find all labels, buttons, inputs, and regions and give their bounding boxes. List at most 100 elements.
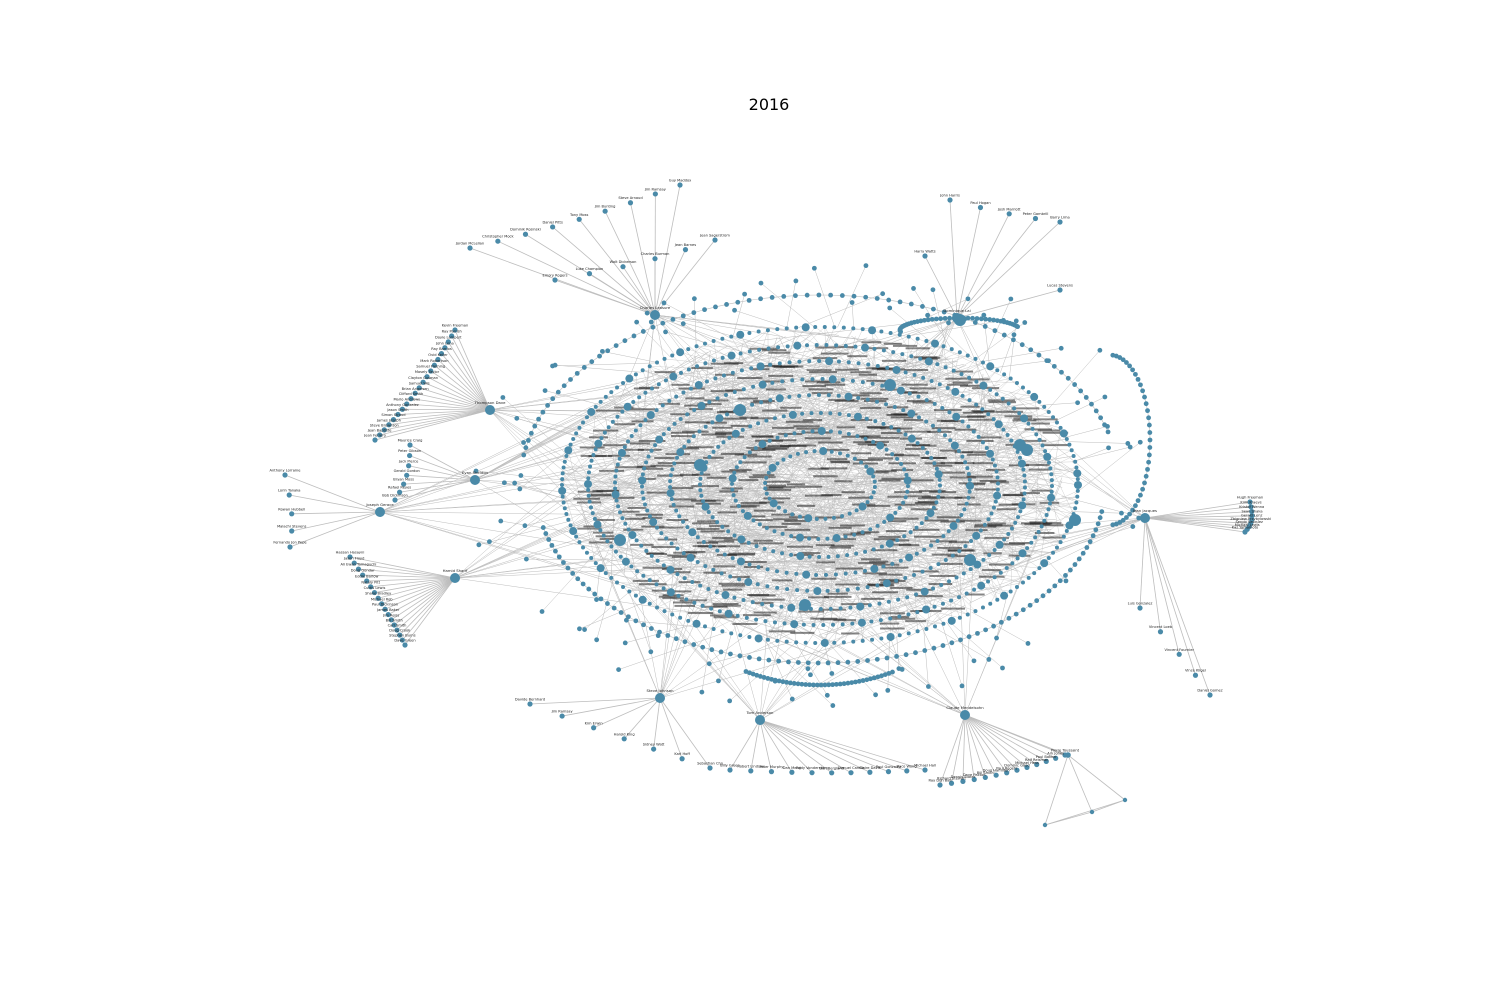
periphery-edge <box>979 348 1062 363</box>
periphery-node <box>1022 320 1028 325</box>
core-node <box>885 539 894 548</box>
outer-ring-c-node <box>776 678 782 684</box>
core-node <box>937 382 942 387</box>
node-label: Maurice Craig <box>398 439 423 443</box>
right-arc-node <box>1120 357 1126 363</box>
core-node <box>758 380 767 389</box>
outer-ring-a-node <box>1076 556 1082 562</box>
core-node <box>640 490 645 495</box>
core-label-mark <box>869 560 889 563</box>
node-label: James Baker <box>376 608 400 612</box>
core-label-mark <box>762 447 788 450</box>
core-node <box>877 601 882 606</box>
outer-ring-a-node <box>618 610 624 615</box>
core-label-mark <box>639 583 667 586</box>
core-label-mark <box>762 525 788 528</box>
core-node <box>686 347 691 352</box>
outer-ring-b-node <box>992 328 998 334</box>
core-node <box>986 412 991 417</box>
periphery-node <box>476 542 482 548</box>
core-node <box>768 463 777 472</box>
core-label-mark <box>751 435 774 438</box>
core-label-mark <box>1042 524 1064 527</box>
core-node <box>676 348 685 357</box>
core-node <box>769 603 774 608</box>
core-node <box>747 562 752 567</box>
core-edge <box>680 348 769 420</box>
periphery-edge <box>701 628 713 693</box>
core-label-mark <box>864 347 889 350</box>
node-label: Guy Maddox <box>669 179 692 183</box>
core-node <box>826 554 831 559</box>
periphery-node <box>772 678 778 684</box>
core-node <box>661 586 666 591</box>
outer-ring-b-node <box>839 293 845 298</box>
core-node <box>924 357 933 366</box>
core-label-mark <box>687 612 714 615</box>
core-node <box>592 516 597 521</box>
core-label-mark <box>877 368 905 371</box>
periphery-node <box>521 440 526 445</box>
core-node <box>931 586 936 591</box>
leaf-node <box>591 725 597 731</box>
core-node <box>972 531 981 540</box>
core-label-mark <box>681 430 709 433</box>
core-label-mark <box>987 399 1016 402</box>
outer-ring-c-node <box>830 682 836 688</box>
core-node <box>978 528 983 533</box>
core-node <box>586 487 591 492</box>
cluster-edge <box>1144 517 1161 632</box>
core-node <box>794 571 799 576</box>
periphery-edge <box>905 320 1004 337</box>
core-label-mark <box>737 397 758 400</box>
outer-ring-a-node <box>922 648 928 653</box>
core-label-mark <box>918 490 946 493</box>
periphery-edge <box>1072 447 1109 463</box>
core-node <box>843 343 848 348</box>
core-edge <box>706 381 767 421</box>
core-node <box>937 428 942 433</box>
core-node <box>771 549 776 554</box>
outer-ring-a-node <box>1095 521 1101 527</box>
core-node <box>1017 411 1022 416</box>
outer-ring-c-node <box>761 675 767 680</box>
leaf-node <box>1043 758 1049 765</box>
core-edge <box>717 521 884 567</box>
leaf-node <box>620 264 626 270</box>
core-node <box>698 488 703 493</box>
core-label-mark <box>704 399 729 402</box>
core-node <box>755 582 760 587</box>
core-label-mark <box>947 555 969 558</box>
core-node <box>588 505 593 510</box>
core-label-mark <box>905 447 927 450</box>
core-label-mark <box>921 496 945 499</box>
core-node <box>977 581 986 590</box>
outer-ring-b-node <box>982 324 988 329</box>
core-node <box>675 572 680 577</box>
leaf-node <box>399 406 405 412</box>
core-label-mark <box>1021 439 1047 442</box>
core-node <box>780 531 785 536</box>
core-label-mark <box>779 444 807 447</box>
core-label-mark <box>804 431 832 434</box>
core-node <box>865 585 870 590</box>
outer-ring-c-node <box>799 681 805 687</box>
core-label-mark <box>700 605 728 608</box>
core-label-mark <box>889 427 913 430</box>
node-label: Bob Dickinson <box>382 494 408 498</box>
core-label-mark <box>824 383 846 386</box>
core-edge <box>628 423 759 530</box>
cluster-edge <box>956 218 1036 319</box>
leaf-node <box>1014 767 1020 773</box>
leaf-node <box>789 769 795 775</box>
core-node <box>897 505 902 510</box>
periphery-edge <box>541 556 593 612</box>
core-node <box>643 418 648 423</box>
node-label: Vincent Fournier <box>1164 648 1194 652</box>
node-label: Ovid Keller <box>428 353 448 357</box>
node-label: Sergio Vasquez <box>1236 520 1264 524</box>
core-node <box>903 432 908 437</box>
core-node <box>921 375 926 380</box>
core-label-mark <box>851 452 872 455</box>
leaf-node <box>1137 605 1143 611</box>
